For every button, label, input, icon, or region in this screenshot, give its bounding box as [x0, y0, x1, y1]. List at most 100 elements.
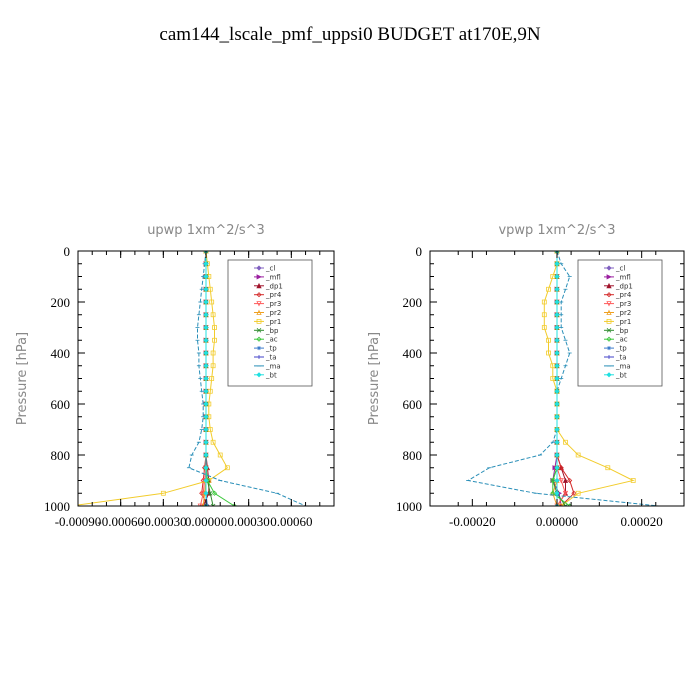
legend-swatch-marker — [606, 265, 612, 271]
data-point-pr1 — [546, 286, 551, 292]
x-tick-label: -0.00020 — [449, 514, 496, 529]
data-point-pr3 — [562, 490, 569, 497]
x-tick-label: -0.00060 — [97, 514, 144, 529]
legend-swatch-marker — [256, 336, 262, 342]
data-point-pr1 — [224, 465, 230, 471]
data-point-pr3 — [558, 478, 564, 484]
data-point-bt — [203, 388, 209, 394]
legend-swatch-marker — [257, 346, 261, 351]
data-point-pr1 — [207, 388, 213, 394]
y-tick-label: 800 — [51, 448, 71, 463]
data-point-pr1 — [605, 465, 611, 471]
x-tick-label: 0.00030 — [228, 514, 270, 529]
data-point-bt — [554, 452, 560, 458]
data-point-pr1 — [563, 439, 568, 445]
data-point-bt — [203, 426, 209, 433]
legend-entry-tp: _tp — [615, 345, 627, 353]
legend-swatch-marker — [606, 301, 612, 307]
data-point-pr1 — [212, 337, 217, 343]
y-tick-label: 200 — [403, 295, 423, 310]
panel-title: upwp 1xm^2/s^3 — [147, 223, 265, 238]
legend-swatch-marker — [257, 355, 261, 359]
legend-entry-ac: _ac — [615, 336, 628, 344]
data-point-pr1 — [207, 427, 213, 432]
data-point-bt — [554, 465, 560, 471]
data-point-bt — [203, 363, 209, 369]
data-point-bp — [563, 503, 568, 506]
y-tick-label: 600 — [51, 397, 71, 412]
y-tick-label: 400 — [403, 346, 423, 361]
legend-swatch-marker — [256, 372, 262, 378]
data-point-pr1 — [209, 376, 215, 381]
data-point-bt — [554, 363, 560, 369]
y-tick-label: 600 — [403, 397, 423, 412]
data-point-pr1 — [546, 337, 551, 343]
legend-entry-cl: _cl — [265, 265, 275, 273]
plot-area — [78, 251, 308, 506]
data-point-bp — [210, 503, 216, 506]
legend-entry-mfl: _mfl — [615, 273, 631, 281]
legend-entry-ac: _ac — [265, 336, 278, 344]
data-point-pr1 — [207, 286, 213, 292]
legend-entry-pr3: _pr3 — [265, 300, 281, 308]
legend-entry-dp1: _dp1 — [265, 282, 283, 290]
data-point-bt — [203, 452, 209, 458]
legend-swatch-marker — [606, 319, 612, 324]
data-point-pr1 — [558, 503, 564, 506]
legend-swatch-marker — [606, 372, 612, 378]
legend-swatch-marker — [256, 274, 262, 280]
legend-entry-pr4: _pr4 — [265, 291, 282, 299]
data-point-bt — [554, 439, 560, 445]
data-point-ac — [211, 490, 218, 496]
legend-box — [577, 259, 663, 387]
x-tick-label: 0.00020 — [621, 514, 663, 529]
legend-swatch-marker — [256, 301, 262, 307]
data-point-bt — [203, 401, 209, 407]
legend-swatch-marker — [606, 292, 612, 298]
data-point-pr1 — [210, 363, 216, 369]
data-point-pr3 — [197, 503, 203, 506]
data-point-bt — [203, 299, 209, 305]
legend-entry-ma: _ma — [265, 362, 281, 370]
legend-entry-pr1: _pr1 — [265, 318, 281, 326]
data-point-bt — [203, 324, 209, 331]
data-point-dp1 — [562, 477, 569, 483]
y-tick-label: 1000 — [396, 499, 422, 514]
legend-entry-bt: _bt — [265, 371, 277, 379]
data-point-pr4 — [558, 465, 564, 471]
legend-entry-pr2: _pr2 — [265, 309, 281, 317]
legend-swatch-marker — [256, 319, 262, 324]
data-point-pr1 — [575, 452, 581, 458]
legend-entry-ta: _ta — [615, 354, 627, 362]
legend-swatch-marker — [607, 346, 611, 351]
y-axis-label: Pressure [hPa] — [367, 332, 382, 425]
legend-entry-ta: _ta — [265, 354, 277, 362]
legend-swatch-marker — [607, 355, 611, 359]
legend-swatch-marker — [606, 282, 612, 289]
x-tick-label: 0.00060 — [270, 514, 312, 529]
legend-entry-pr3: _pr3 — [615, 300, 631, 308]
legend-swatch-marker — [606, 336, 612, 342]
data-point-bt — [554, 312, 560, 318]
data-point-pr1 — [212, 325, 217, 330]
data-point-bt — [554, 490, 560, 496]
data-point-bt — [554, 337, 560, 343]
data-point-pr1 — [209, 299, 215, 305]
legend-swatch-marker — [256, 292, 262, 298]
legend: _cl_mfl_dp1_pr4_pr3_pr2_pr1_bp_ac_tp_ta_… — [227, 259, 313, 387]
series-line-pr1 — [543, 251, 635, 506]
legend-entry-dp1: _dp1 — [615, 282, 633, 290]
data-point-pr1 — [546, 350, 551, 356]
data-point-bt — [554, 414, 560, 420]
data-point-bt — [554, 401, 560, 407]
upwp-panel: upwp 1xm^2/s^3 Pressure [hPa] 0 200 400 600 80… — [15, 223, 335, 529]
data-point-pr1 — [575, 490, 581, 496]
data-point-bt — [554, 299, 560, 305]
data-point-bt — [554, 324, 560, 331]
legend-entry-bt: _bt — [615, 371, 627, 379]
legend-swatch-marker — [606, 328, 612, 333]
legend-entry-pr1: _pr1 — [615, 318, 631, 326]
legend-entry-ma: _ma — [615, 362, 631, 370]
data-point-pr1 — [550, 363, 556, 369]
legend-entry-bp: _bp — [265, 327, 279, 335]
